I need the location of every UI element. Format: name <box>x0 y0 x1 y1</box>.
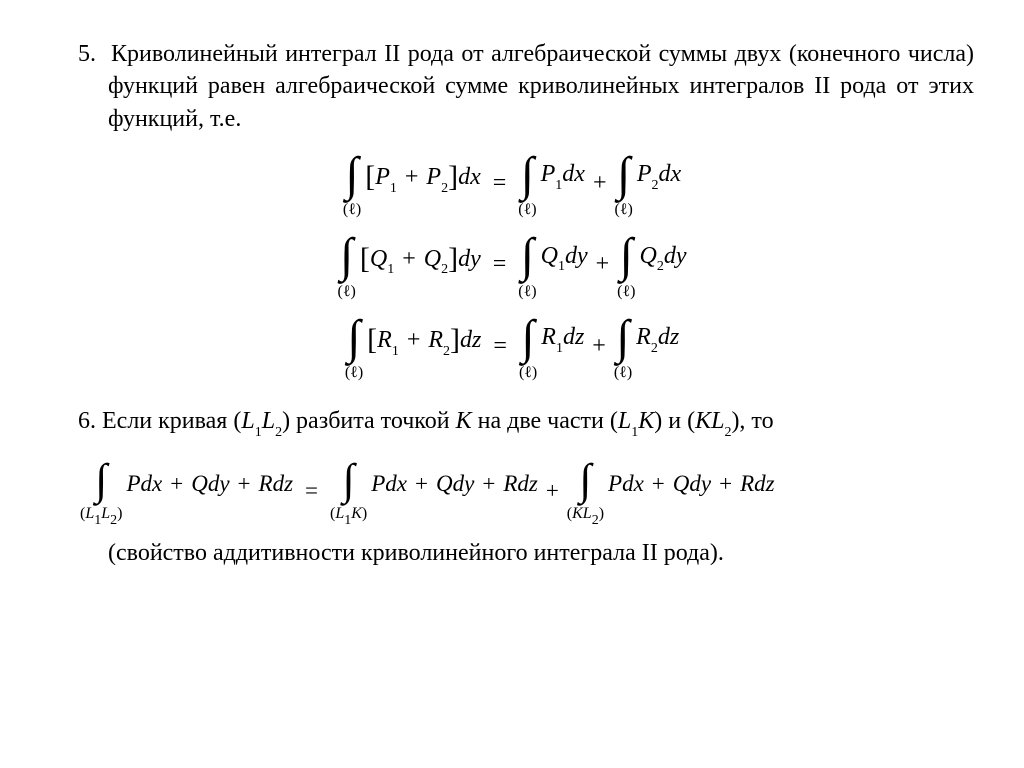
item5-text: Криволинейный интеграл II рода от алгебр… <box>108 41 974 132</box>
eq-row-Q: ∫ (ℓ) [Q1+Q2]dy = ∫ (ℓ) Q1dy + ∫ (ℓ) Q2d… <box>338 230 687 299</box>
integral-sign-icon: ∫ <box>95 460 107 500</box>
integral-L1K: ∫ (L1K) <box>330 456 367 526</box>
integral-KL2: ∫ (KL2) <box>567 456 604 526</box>
item5-paragraph: 5. Криволинейный интеграл II рода от алг… <box>50 38 974 135</box>
item6-number: 6. <box>78 408 96 434</box>
integral-sign-icon: ∫ <box>617 153 630 196</box>
integral-sign-icon: ∫ <box>340 234 353 277</box>
integral-sign-icon: ∫ <box>616 316 629 359</box>
item6-equation: ∫ (L1L2) Pdx+Qdy+Rdz = ∫ (L1K) Pdx+Qdy+R… <box>50 456 974 526</box>
item5-number: 5. <box>78 41 96 67</box>
integral-sign-icon: ∫ <box>620 234 633 277</box>
integral-sign-icon: ∫ <box>345 153 358 196</box>
integral-3: ∫ (ℓ) <box>614 149 632 218</box>
item5-equations: ∫ (ℓ) [P1+P2]dx = ∫ (ℓ) P1dx + ∫ (ℓ) P2d… <box>50 149 974 381</box>
integral-domain-KL2: (KL2) <box>567 506 604 526</box>
item6-note: (свойство аддитивности криволинейного ин… <box>50 540 974 567</box>
integral-domain: (ℓ) <box>343 202 361 218</box>
integral-1: ∫ (ℓ) <box>343 149 361 218</box>
integral-sign-icon: ∫ <box>522 316 535 359</box>
integral-sign-icon: ∫ <box>521 234 534 277</box>
integral-sign-icon: ∫ <box>521 153 534 196</box>
eq-row-P: ∫ (ℓ) [P1+P2]dx = ∫ (ℓ) P1dx + ∫ (ℓ) P2d… <box>343 149 681 218</box>
integral-2: ∫ (ℓ) <box>518 149 536 218</box>
eq-row-R: ∫ (ℓ) [R1+R2]dz = ∫ (ℓ) R1dz + ∫ (ℓ) R2d… <box>345 312 679 381</box>
integral-domain-L1L2: (L1L2) <box>80 506 122 526</box>
item6-t1: Если кривая ( <box>102 408 241 434</box>
item6-paragraph: 6. Если кривая (L1L2) разбита точкой K н… <box>50 405 974 441</box>
integral-domain-L1K: (L1K) <box>330 506 367 526</box>
integral-L1L2: ∫ (L1L2) <box>80 456 122 526</box>
integral-sign-icon: ∫ <box>343 460 355 500</box>
integral-sign-icon: ∫ <box>347 316 360 359</box>
integral-sign-icon: ∫ <box>579 460 591 500</box>
